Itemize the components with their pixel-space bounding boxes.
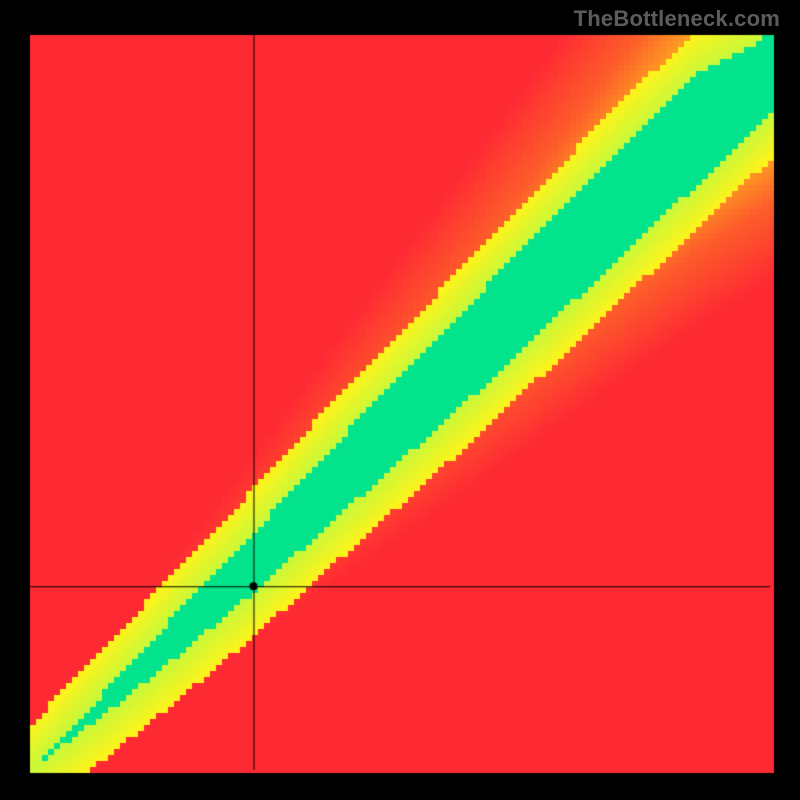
crosshair-overlay xyxy=(0,0,800,800)
watermark-text: TheBottleneck.com xyxy=(574,6,780,32)
